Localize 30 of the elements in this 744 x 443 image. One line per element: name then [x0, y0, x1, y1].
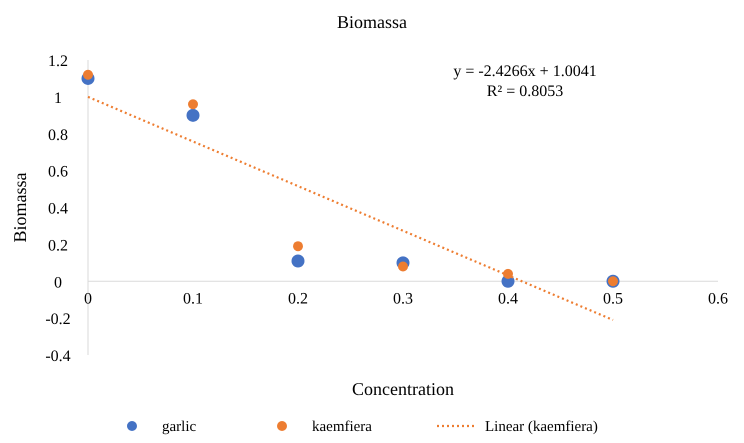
annotation: y = -2.4266x + 1.0041	[453, 63, 597, 80]
y-tick-label: 1.2	[48, 53, 68, 70]
y-axis-title: Biomassa	[10, 172, 30, 242]
y-tick-label: -0.2	[45, 311, 71, 328]
x-tick-label: 0.1	[183, 290, 203, 308]
point	[293, 241, 303, 252]
x-tick-label: 0.4	[498, 290, 518, 308]
y-tick-label: 0.2	[48, 237, 68, 254]
y-tick-label: 0.8	[48, 126, 68, 144]
x-axis-title: Concentration	[352, 379, 454, 399]
y-tick-label: -0.4	[45, 348, 71, 365]
x-tick-label: 0.3	[393, 290, 413, 308]
point	[83, 70, 93, 80]
point	[188, 99, 198, 110]
annotation: R² = 0.8053	[486, 83, 564, 100]
point	[186, 108, 200, 122]
x-tick-label: 0	[84, 290, 92, 308]
legend-label: Linear (kaemfiera)	[485, 419, 598, 435]
legend-label: kaemfiera	[312, 419, 372, 435]
x-tick-label: 0.5	[603, 290, 623, 308]
y-tick-label: 1	[54, 90, 62, 107]
y-tick-label: 0.6	[48, 164, 68, 181]
point	[398, 262, 408, 272]
x-tick-label: 0.6	[708, 290, 728, 308]
point	[292, 254, 304, 268]
legend-label: garlic	[162, 419, 196, 435]
chart-title: Biomassa	[337, 12, 408, 32]
y-tick-label: 0	[54, 274, 62, 292]
x-tick-label: 0.2	[288, 290, 308, 308]
y-tick-label: 0.4	[48, 200, 68, 218]
